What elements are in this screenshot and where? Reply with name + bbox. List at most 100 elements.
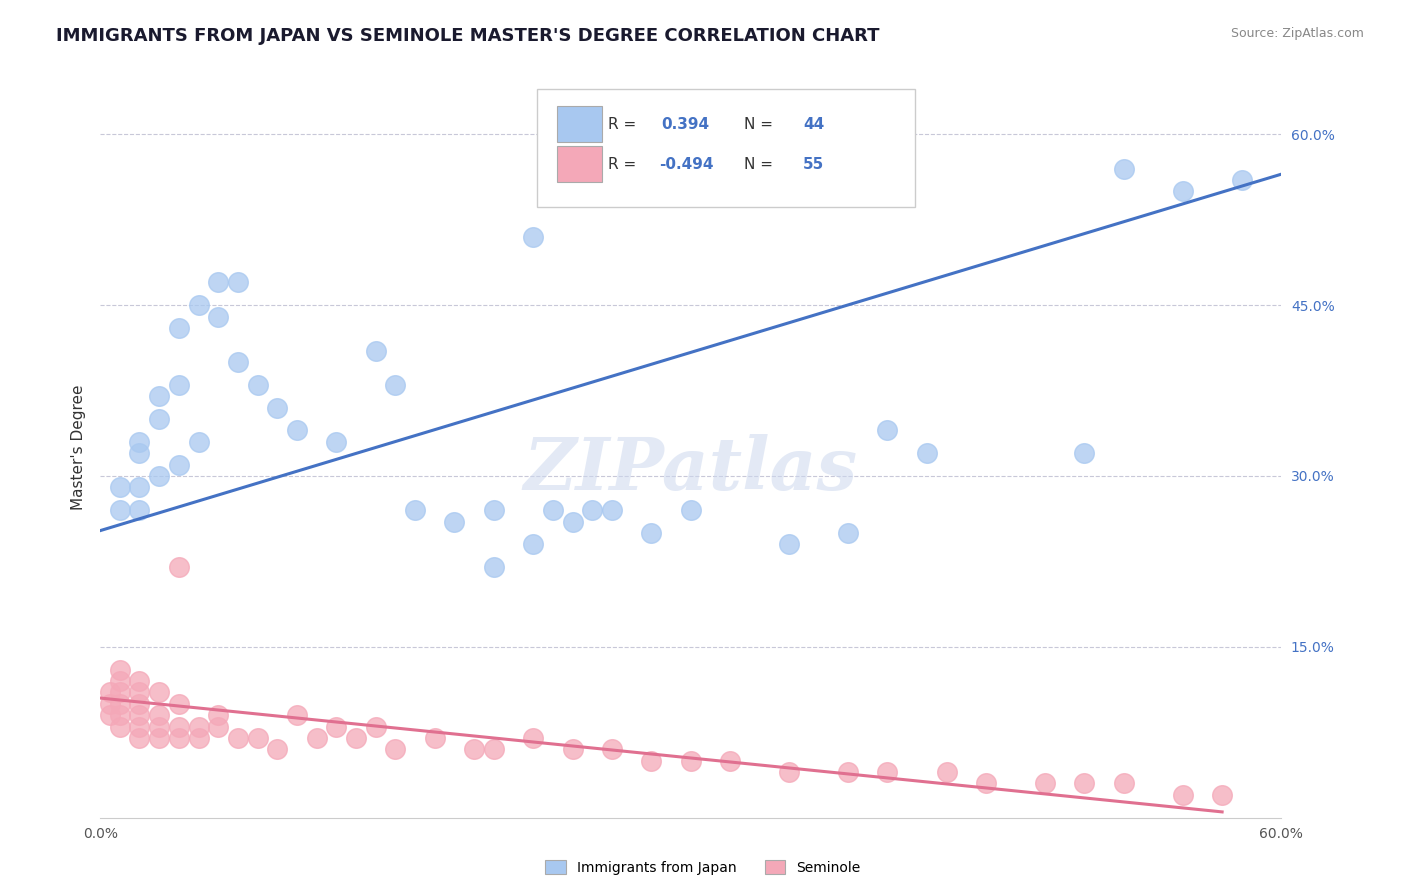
Text: N =: N = (744, 117, 778, 131)
Point (108, 673, 131, 688)
Point (128, 719, 150, 733)
Point (640, 754, 662, 768)
FancyBboxPatch shape (557, 146, 602, 182)
Point (1112, 161, 1135, 176)
Point (207, 310, 229, 324)
Text: R =: R = (607, 117, 645, 131)
Point (778, 537, 800, 551)
Point (522, 537, 544, 551)
Point (246, 731, 269, 745)
Point (482, 560, 505, 574)
Point (384, 377, 406, 392)
Legend: Immigrants from Japan, Seminole: Immigrants from Japan, Seminole (540, 855, 866, 880)
Point (148, 469, 170, 483)
Point (108, 503, 131, 517)
Point (1112, 776, 1135, 790)
Point (167, 377, 190, 392)
Point (541, 503, 564, 517)
Point (1171, 788, 1194, 802)
Point (167, 458, 190, 472)
Point (679, 754, 702, 768)
Point (187, 719, 209, 733)
Point (1171, 184, 1194, 198)
Point (305, 731, 328, 745)
Point (98, 708, 121, 723)
Text: -0.494: -0.494 (659, 156, 713, 171)
Point (364, 719, 387, 733)
Point (108, 663, 131, 677)
Point (364, 343, 387, 358)
Point (1073, 776, 1095, 790)
Point (98, 697, 121, 711)
Text: Source: ZipAtlas.com: Source: ZipAtlas.com (1230, 27, 1364, 40)
Point (482, 742, 505, 756)
Point (522, 230, 544, 244)
Point (128, 446, 150, 460)
Point (108, 685, 131, 699)
Point (600, 742, 623, 756)
Text: ZIPatlas: ZIPatlas (523, 434, 858, 505)
Point (325, 434, 347, 449)
Point (325, 719, 347, 733)
Point (876, 765, 898, 780)
Point (443, 515, 465, 529)
Point (482, 503, 505, 517)
Point (718, 754, 741, 768)
Point (935, 765, 957, 780)
Point (974, 776, 997, 790)
Point (128, 434, 150, 449)
Point (108, 719, 131, 733)
Point (128, 503, 150, 517)
Text: N =: N = (744, 156, 778, 171)
FancyBboxPatch shape (557, 106, 602, 142)
Point (679, 503, 702, 517)
Point (148, 389, 170, 403)
Point (561, 515, 583, 529)
Point (148, 412, 170, 426)
Point (167, 697, 190, 711)
Point (344, 731, 367, 745)
Point (128, 697, 150, 711)
Point (148, 719, 170, 733)
Point (915, 446, 938, 460)
Point (128, 731, 150, 745)
Point (1230, 173, 1253, 187)
Point (837, 765, 859, 780)
Point (148, 731, 170, 745)
Point (285, 708, 308, 723)
Point (226, 355, 249, 369)
Point (167, 321, 190, 335)
Text: 55: 55 (803, 156, 824, 171)
Point (266, 401, 288, 415)
Point (167, 719, 190, 733)
Point (837, 525, 859, 540)
Point (128, 480, 150, 494)
Point (285, 424, 308, 438)
FancyBboxPatch shape (537, 88, 915, 207)
Text: R =: R = (607, 156, 641, 171)
Point (384, 742, 406, 756)
Point (187, 731, 209, 745)
Point (640, 525, 662, 540)
Point (778, 765, 800, 780)
Point (463, 742, 485, 756)
Text: 44: 44 (803, 117, 824, 131)
Point (876, 424, 898, 438)
Point (1073, 446, 1095, 460)
Point (226, 731, 249, 745)
Point (581, 503, 603, 517)
Point (167, 731, 190, 745)
Point (148, 708, 170, 723)
Point (1033, 776, 1056, 790)
Point (207, 276, 229, 290)
Point (522, 731, 544, 745)
Point (600, 503, 623, 517)
Point (98, 685, 121, 699)
Point (423, 731, 446, 745)
Y-axis label: Master's Degree: Master's Degree (72, 384, 86, 510)
Point (226, 276, 249, 290)
Point (128, 685, 150, 699)
Point (561, 742, 583, 756)
Point (207, 719, 229, 733)
Point (187, 298, 209, 312)
